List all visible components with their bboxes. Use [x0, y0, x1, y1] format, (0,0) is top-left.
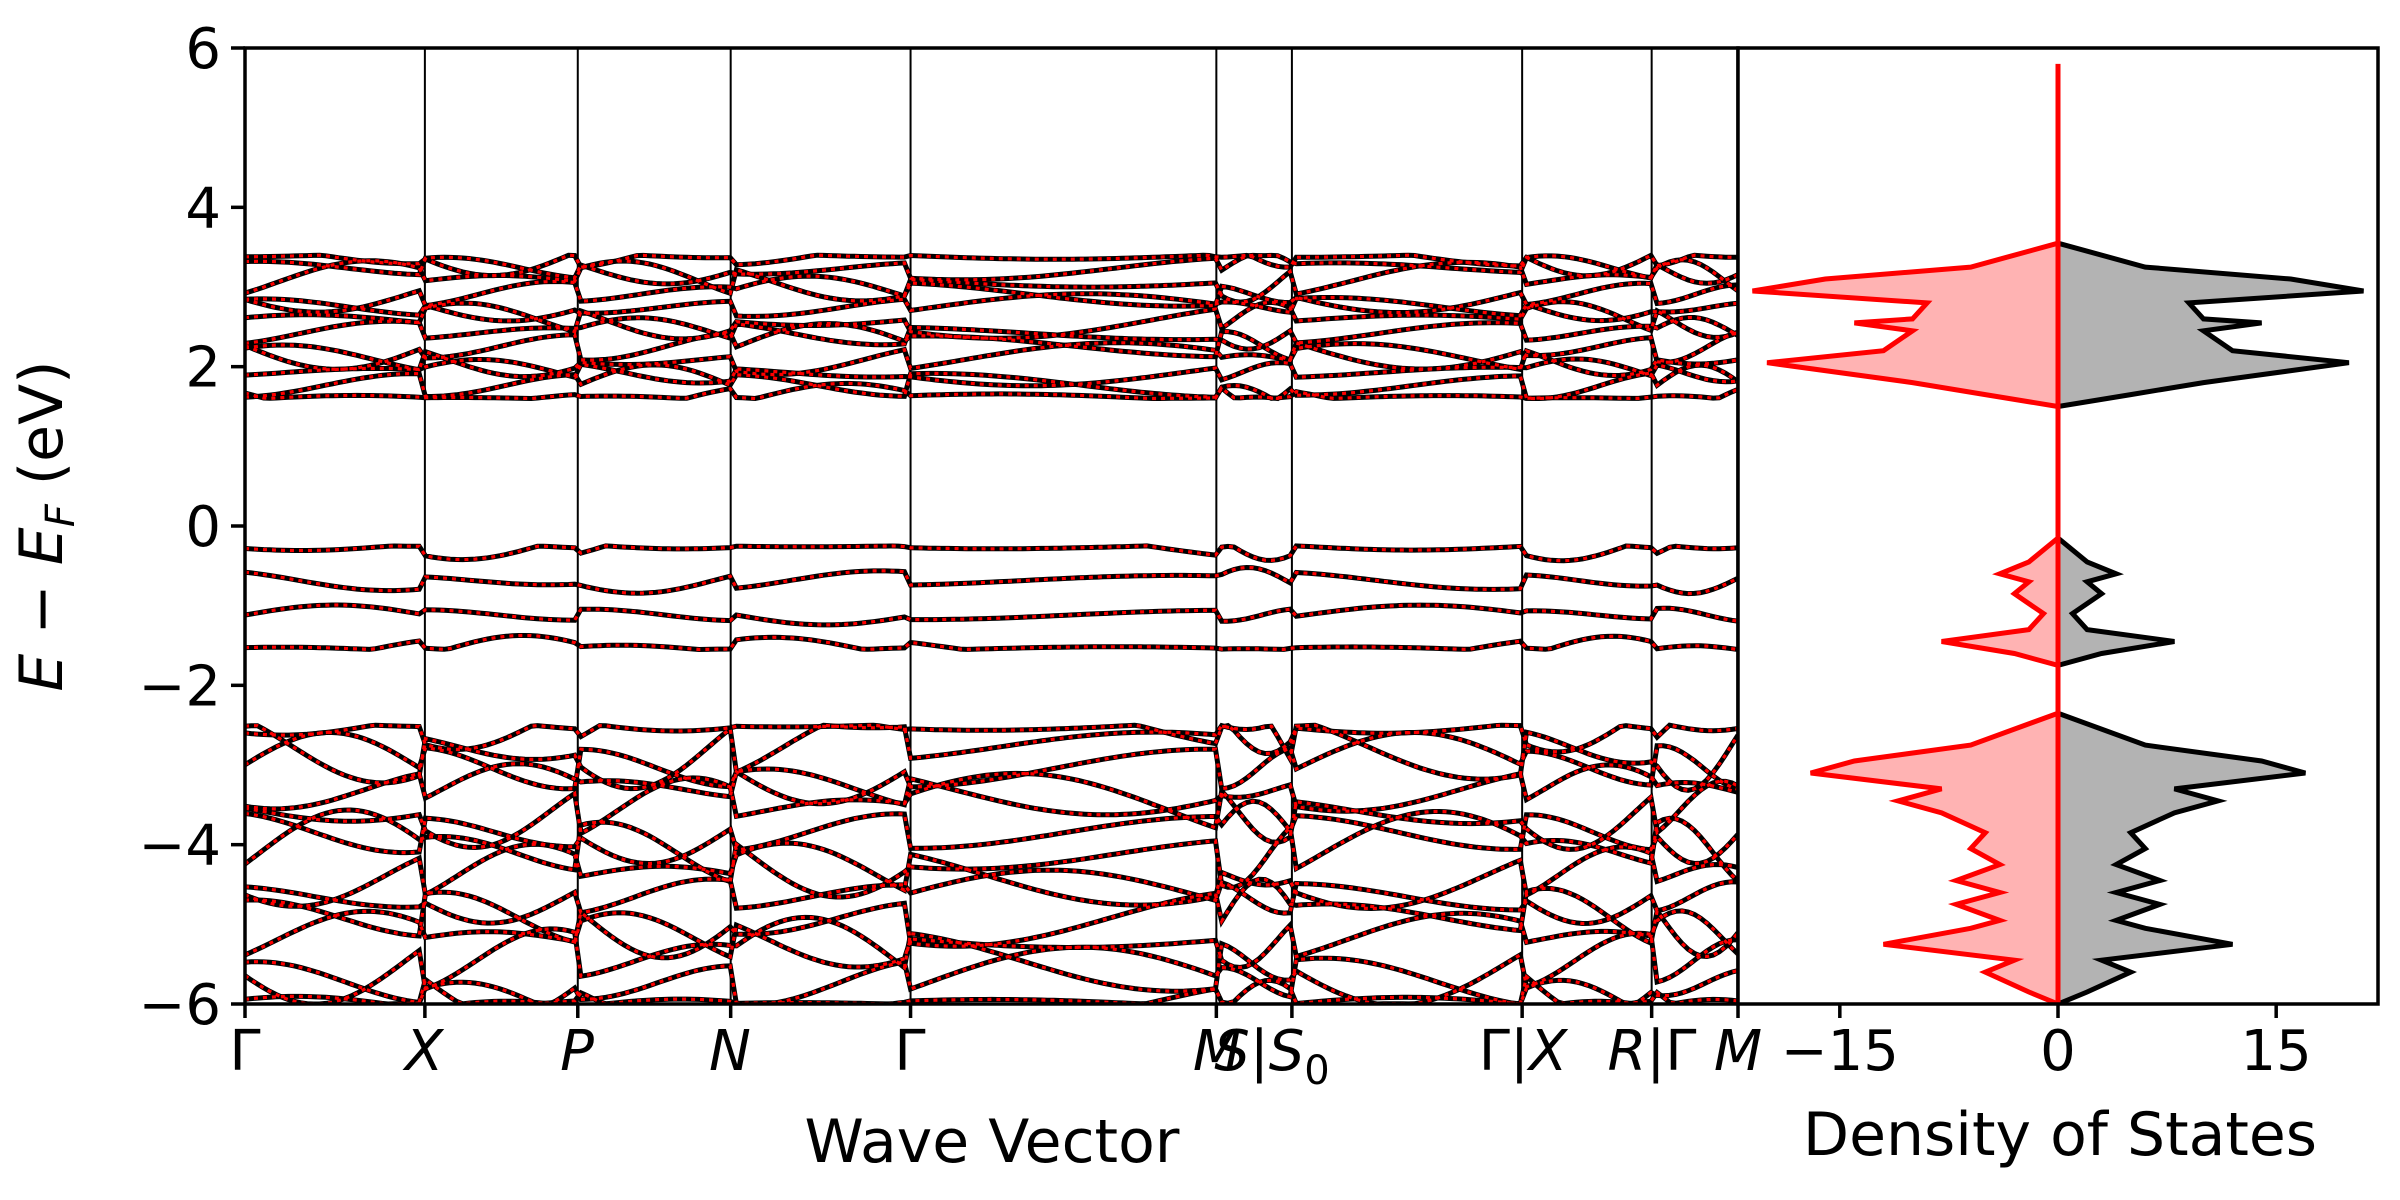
kpoint-label-n: N — [709, 1019, 751, 1084]
spin-down-band-line — [245, 771, 1738, 852]
spin-down-band-line — [245, 730, 1738, 806]
y-axis-title: E − EF (eV) — [7, 360, 84, 691]
spin-down-band-line — [245, 915, 1738, 1004]
kpoint-label-s-group: S|S0 — [1214, 1019, 1329, 1094]
spin-down-band-line — [245, 945, 1738, 1004]
y-tick-label: 0 — [185, 495, 221, 560]
spin-up-band-line — [245, 840, 1738, 912]
dos-x-ticks: −15 0 15 — [1781, 1004, 2312, 1084]
spin-down-band-line — [245, 363, 1738, 401]
kpoint-label-gamma-1: Γ — [229, 1019, 260, 1084]
dos-curves — [1752, 63, 2364, 1004]
spin-down-band-line — [245, 877, 1738, 960]
dos-axis-title: Density of States — [1803, 1100, 2317, 1170]
kpoint-label-gamma-2: Γ — [894, 1019, 925, 1084]
spin-down-band-line — [245, 799, 1738, 866]
kpoint-label-gamma-4: Γ — [1665, 1019, 1696, 1084]
kpoint-label-m-2: M — [1714, 1019, 1762, 1084]
y-ticks: 6 4 2 0 −2 −4 −6 — [138, 17, 245, 1038]
band-lines — [245, 252, 1738, 1004]
y-axis-title-e: E — [7, 654, 77, 692]
spin-down-band-line — [245, 253, 1738, 278]
spin-down-dos-fill — [1752, 243, 2058, 1004]
spin-down-band-line — [245, 357, 1738, 388]
kpoint-label-gamma-x-group: Γ|X — [1479, 1019, 1569, 1084]
kpoint-labels: Γ X P N Γ M S|S0 Γ|X R|Γ M — [229, 1019, 1762, 1094]
kpoint-label-s0-subscript: 0 — [1304, 1048, 1329, 1094]
kpoint-label-bar-1: | — [1250, 1019, 1269, 1084]
x-axis-title: Wave Vector — [805, 1107, 1180, 1177]
kpoint-label-s0: S — [1269, 1019, 1305, 1084]
spin-down-band-line — [245, 633, 1738, 652]
dos-x-tick-label: 0 — [2040, 1019, 2076, 1084]
spin-down-band-line — [245, 253, 1738, 286]
spin-down-band-line — [245, 978, 1738, 1004]
spin-down-band-line — [245, 723, 1738, 756]
kpoint-label-r-gamma-group: R|Γ — [1608, 1019, 1697, 1084]
y-tick-label: 6 — [185, 17, 221, 82]
spin-down-band-line — [245, 762, 1738, 817]
y-axis-title-ef: E — [7, 527, 77, 565]
kpoint-label-gamma-3: Γ — [1479, 1019, 1510, 1084]
spin-down-band-line — [245, 723, 1738, 792]
y-axis-title-unit: (eV) — [7, 360, 77, 504]
y-tick-label: 4 — [185, 176, 221, 241]
dos-x-tick-label: 15 — [2241, 1019, 2312, 1084]
dos-panel: −15 0 15 Density of States — [1736, 46, 2380, 1170]
y-tick-label: −6 — [138, 973, 221, 1038]
spin-down-band-line — [245, 868, 1738, 926]
dos-x-tick-label: −15 — [1781, 1019, 1899, 1084]
spin-down-band-line — [245, 381, 1738, 401]
kpoint-label-m: M — [1193, 1019, 1241, 1084]
spin-down-band-line — [245, 315, 1738, 351]
spin-down-band-line — [245, 341, 1738, 379]
spin-down-band-line — [245, 300, 1738, 341]
spin-down-band-line — [245, 909, 1738, 970]
spin-down-band-line — [245, 603, 1738, 627]
kpoint-label-bar-2: | — [1510, 1019, 1529, 1084]
y-axis-title-sub: F — [38, 503, 84, 527]
y-tick-label: −2 — [138, 654, 221, 719]
spin-up-dos-fill — [2058, 243, 2364, 1004]
kpoint-label-bar-3: | — [1646, 1019, 1665, 1084]
kpoint-ticks — [243, 1004, 1740, 1018]
kpoint-label-s: S — [1214, 1019, 1250, 1084]
kpoint-label-r: R — [1608, 1019, 1647, 1084]
spin-down-band-line — [245, 565, 1738, 596]
spin-down-band-line — [245, 274, 1738, 315]
y-axis-title-minus: − — [7, 565, 77, 653]
spin-down-band-line — [245, 544, 1738, 563]
spin-down-dos-line — [1752, 240, 2061, 1004]
kpoint-label-p: P — [560, 1019, 594, 1084]
spin-up-dos-line — [2055, 240, 2364, 1004]
spin-down-band-line — [245, 292, 1738, 323]
kpoint-label-x: X — [402, 1019, 445, 1084]
y-tick-label: −4 — [138, 814, 221, 879]
y-tick-label: 2 — [185, 336, 221, 401]
kpoint-label-x-2: X — [1526, 1019, 1569, 1084]
